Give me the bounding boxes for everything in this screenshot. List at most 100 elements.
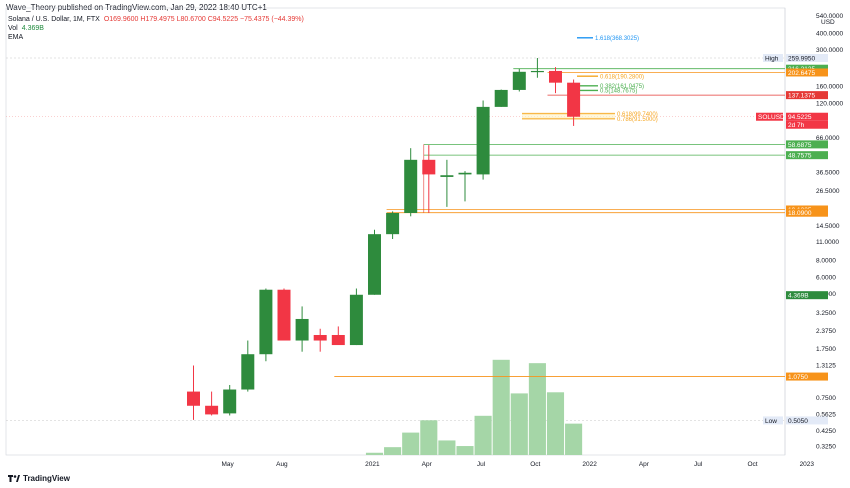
fib-level-label: 0.618(190.2800) — [600, 74, 644, 80]
volume-bar — [528, 363, 546, 455]
x-tick-label: 2022 — [582, 461, 597, 468]
y-tick-label: 400.0000 — [816, 31, 843, 38]
candle-up — [494, 89, 508, 107]
level-tag-label: 202.6475 — [788, 70, 815, 77]
y-tick-label: 0.4250 — [816, 428, 836, 435]
chart-legend: Solana / U.S. Dollar, 1M, FTX O169.9600 … — [8, 15, 304, 42]
price-tag-name-bg — [763, 54, 783, 63]
volume-bar — [402, 432, 420, 455]
price-tag-name: High — [765, 56, 779, 63]
price-tag-name-bg — [756, 112, 783, 121]
volume-bar — [492, 359, 510, 455]
y-tick-label: 0.3250 — [816, 444, 836, 451]
candle-down — [549, 70, 562, 83]
candle-down — [187, 391, 200, 406]
candle-down — [313, 334, 327, 341]
y-tick-label: 36.5000 — [816, 169, 840, 176]
brand-name: TradingView — [23, 474, 70, 483]
y-tick-label: 14.5000 — [816, 223, 840, 230]
volume-bar — [510, 393, 528, 455]
y-tick-label: 2.3750 — [816, 328, 836, 335]
y-tick-label: 300.0000 — [816, 47, 843, 54]
candle-up — [223, 389, 237, 414]
volume-bar — [456, 446, 474, 455]
price-tag-label: 0.5050 — [788, 418, 808, 425]
price-tag-label: 4.369B — [788, 293, 809, 300]
published-header: Wave_Theory published on TradingView.com… — [6, 3, 267, 12]
tradingview-logo-icon — [8, 475, 20, 482]
level-tag-label: 48.7575 — [788, 153, 812, 160]
price-tag-label: 94.5225 — [788, 114, 812, 121]
fib-level-label: 1.618(368.3025) — [595, 36, 639, 42]
level-tag-label: 1.0750 — [788, 374, 808, 381]
x-tick-label: 2021 — [365, 461, 380, 468]
price-tag-name-bg — [763, 416, 783, 425]
x-tick-label: May — [221, 461, 234, 468]
level-tag — [786, 68, 828, 77]
candle-up — [259, 289, 273, 355]
volume-bar — [384, 447, 402, 455]
y-axis-currency: USD — [821, 19, 835, 26]
tradingview-brand[interactable]: TradingView — [8, 474, 70, 483]
candle-up — [349, 294, 363, 346]
symbol-title[interactable]: Solana / U.S. Dollar, 1M, FTX — [8, 16, 100, 23]
price-tag-sub-bg — [786, 120, 828, 129]
y-tick-label: 120.0000 — [816, 100, 843, 107]
price-tag-name: SOLUSD — [758, 114, 785, 121]
x-tick-label: Jul — [694, 461, 703, 468]
y-tick-label: 0.7500 — [816, 395, 836, 402]
price-tag-name: Low — [765, 418, 777, 425]
y-tick-label: 66.0000 — [816, 135, 840, 142]
y-tick-label: 3.2500 — [816, 310, 836, 317]
candle-up — [386, 212, 400, 235]
volume-bar — [474, 415, 492, 455]
candle-up — [404, 159, 418, 213]
price-tag-bg — [786, 112, 828, 121]
price-tag-bg — [786, 54, 828, 63]
vol-value: 4.369B — [21, 25, 44, 32]
y-tick-label: 6.0000 — [816, 274, 836, 281]
price-tag-countdown: 2d 7h — [788, 122, 805, 129]
level-tag — [786, 372, 828, 381]
x-tick-label: 2023 — [800, 461, 815, 468]
y-tick-label: 8.0000 — [816, 258, 836, 265]
y-tick-label: 26.5000 — [816, 188, 840, 195]
level-tag — [786, 208, 828, 217]
price-tag-bg — [786, 291, 828, 300]
volume-bar — [365, 452, 384, 455]
x-tick-label: Apr — [422, 461, 433, 468]
candle-up — [241, 354, 255, 390]
candle-down — [422, 159, 436, 175]
vol-label[interactable]: Vol — [8, 25, 18, 32]
fib-level-label: 0.786(91.5000) — [617, 117, 658, 123]
level-tag-label: 137.1375 — [788, 93, 815, 100]
level-tag — [786, 151, 828, 160]
candle-up — [295, 318, 309, 341]
candle-down — [567, 82, 581, 117]
y-tick-label: 160.0000 — [816, 84, 843, 91]
level-tag — [786, 91, 828, 100]
ema-label[interactable]: EMA — [8, 34, 24, 41]
y-tick-label: 0.5625 — [816, 412, 836, 419]
candle-down — [331, 334, 345, 346]
fib-level-label: 0.618(99.7400) — [617, 112, 658, 118]
x-tick-label: Apr — [639, 461, 650, 468]
x-tick-label: Jul — [477, 461, 486, 468]
x-tick-label: Aug — [276, 461, 288, 468]
level-tag-label: 58.6875 — [788, 142, 812, 149]
volume-bar — [546, 392, 565, 455]
y-tick-label: 540.0000 — [816, 13, 843, 20]
ohlc-values: O169.9600 H179.4975 L80.6700 C94.5225 −7… — [103, 16, 304, 23]
y-tick-label: 11.0000 — [816, 239, 839, 246]
candle-up — [440, 175, 454, 177]
fib-level-label: 0.382(161.0475) — [600, 84, 644, 90]
level-tag-label: 18.0900 — [788, 210, 812, 217]
y-tick-label: 1.3125 — [816, 362, 836, 369]
volume-bar — [420, 420, 438, 455]
candle-up — [530, 70, 544, 73]
price-tag-label: 259.9950 — [788, 56, 815, 63]
y-tick-label: 1.7500 — [816, 346, 836, 353]
candle-up — [368, 234, 381, 295]
